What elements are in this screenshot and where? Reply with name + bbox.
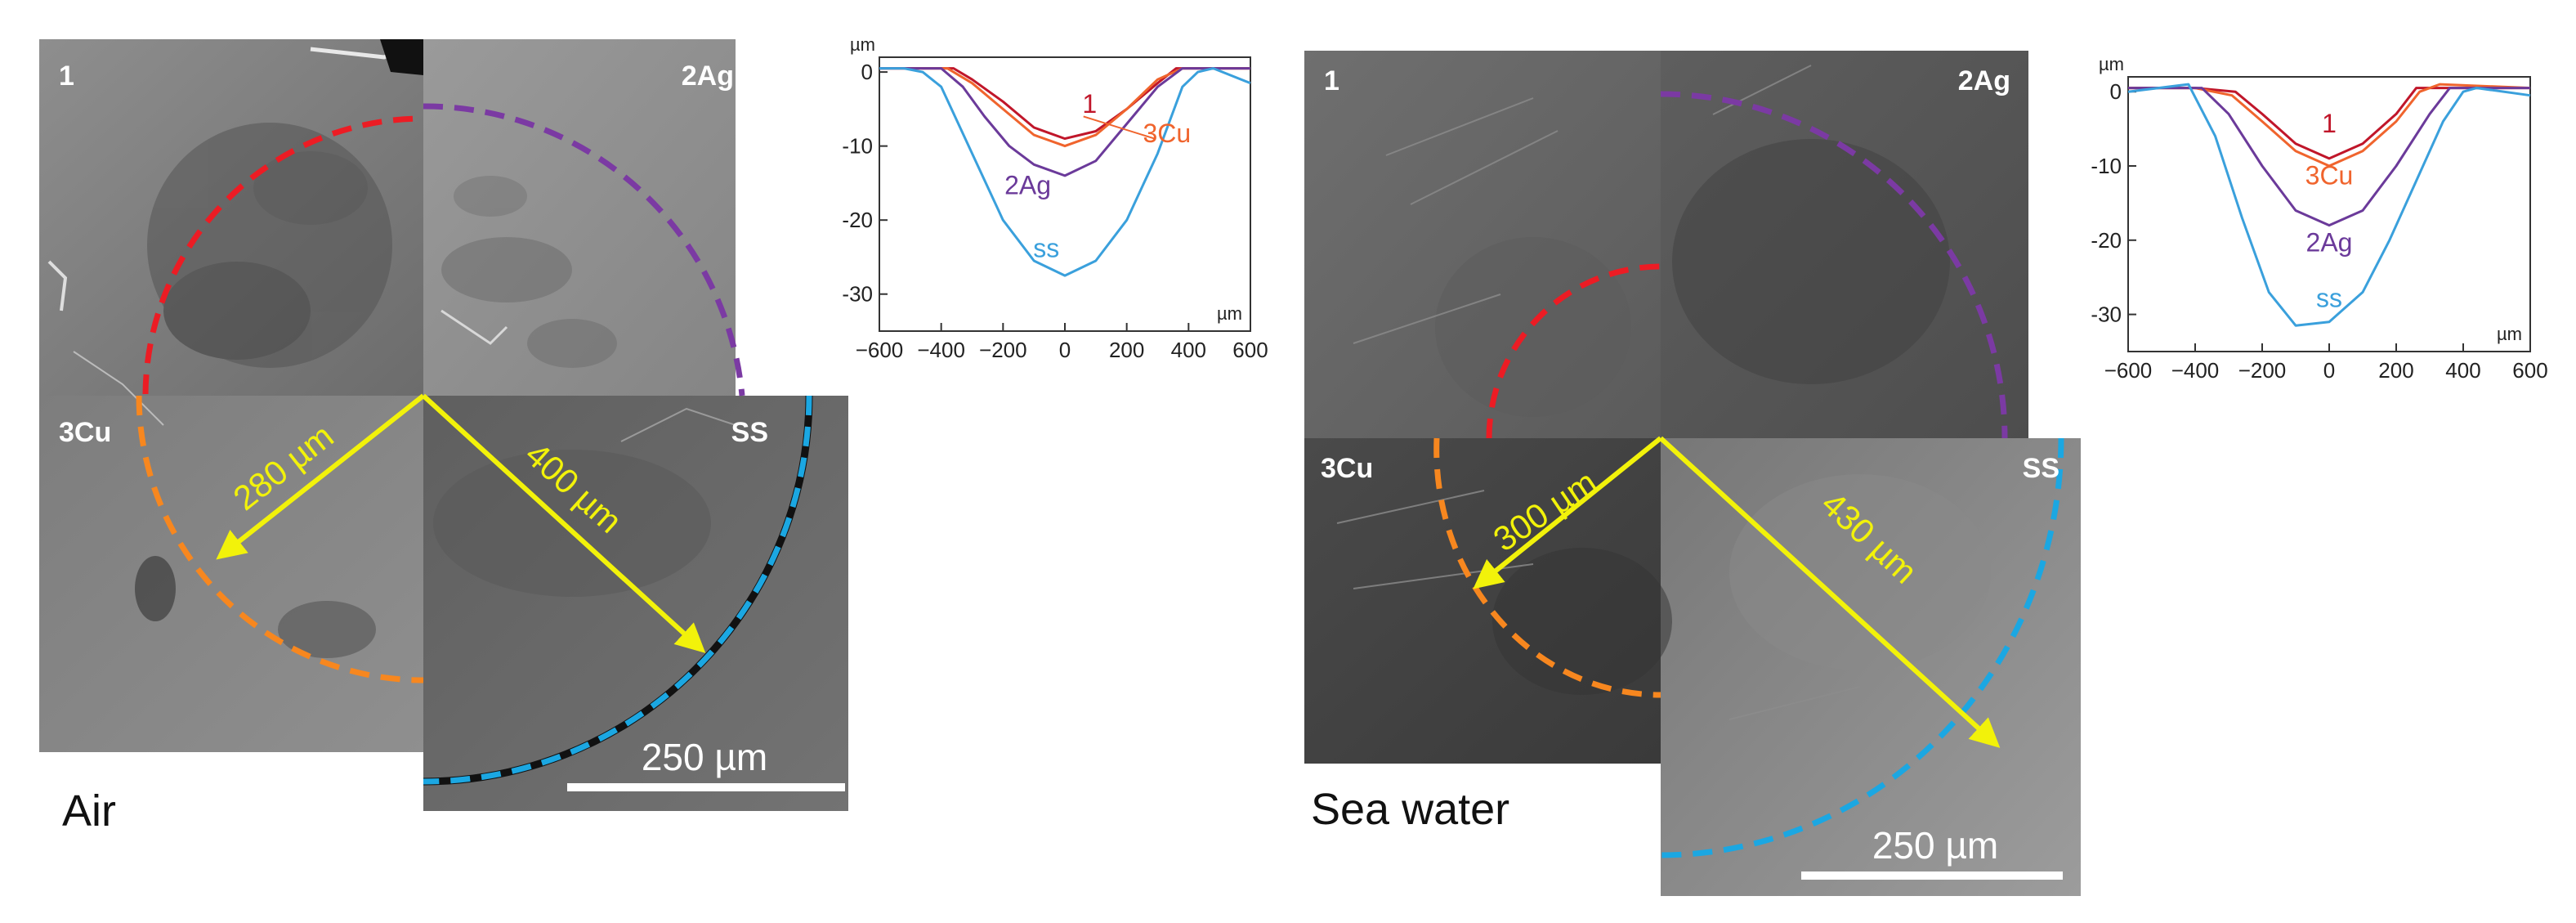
condition-label: Air — [62, 786, 116, 836]
series-line-2ag — [2128, 87, 2530, 227]
boundary-1-red — [1486, 263, 1661, 439]
series-label-ss: ss — [2316, 284, 2342, 313]
y-axis-label: µm — [2099, 54, 2124, 74]
x-axis-label: µm — [2497, 324, 2522, 344]
panel-air: 280 µm 400 µm 1 2Ag 3Cu SS 250 µm Air 0 -… — [39, 34, 1268, 836]
series-label-2ag: 2Ag — [1004, 171, 1051, 200]
quadrant-label-2ag: 2Ag — [682, 60, 734, 92]
x-tick-label: 0 — [2323, 358, 2335, 383]
leader-line — [1083, 115, 1156, 140]
series-line-3cu — [2128, 83, 2531, 168]
x-tick-label: 600 — [2512, 358, 2547, 383]
panel-sea-water: 300 µm 430 µm 1 2Ag 3Cu SS 250 µm Sea wa… — [1288, 0, 2576, 923]
scale-bar — [567, 783, 845, 791]
panel-sea-svg: 300 µm 430 µm 1 2Ag 3Cu SS 250 µm Sea wa… — [1304, 51, 2548, 896]
wear-scar-texture — [135, 123, 711, 658]
series-label-ss: ss — [1033, 233, 1059, 262]
series-line-ss — [879, 67, 1251, 277]
quadrant-label-1: 1 — [1324, 65, 1339, 96]
boundary-ss-blue — [1660, 437, 2064, 858]
series-label-2ag: 2Ag — [2306, 227, 2353, 257]
boundary-ss-blue — [423, 395, 812, 785]
radius-arrow-long — [421, 393, 706, 653]
wear-scar-texture — [1435, 139, 1991, 695]
boundary-1-red — [142, 115, 424, 395]
boundary-3cu-orange — [1433, 437, 1661, 698]
panel-air-svg: 280 µm 400 µm 1 2Ag 3Cu SS 250 µm Air 0 -… — [39, 34, 1268, 836]
quadrant-label-ss: SS — [731, 417, 768, 448]
depth-profile-chart: 0 -10 -20 -30 −600 −400 −200 0 200 400 600 µm µm 1 3Cu… — [2091, 54, 2547, 383]
micrograph-air: 280 µm 400 µm 1 2Ag 3Cu SS 250 µm — [39, 39, 848, 811]
y-axis-label: µm — [850, 34, 875, 55]
depth-profile-chart: 0 -10 -20 -30 −600 −400 −200 0 200 400 600 µm µm 1 3Cu… — [842, 34, 1268, 362]
quadrant-label-ss: SS — [2023, 453, 2059, 484]
boundary-2ag-purple — [423, 103, 745, 397]
x-axis-label: µm — [1217, 303, 1242, 324]
series-line-2ag — [879, 67, 1250, 177]
x-tick-label: −600 — [856, 338, 904, 362]
debris-marks — [47, 39, 736, 442]
radius-arrow-short — [216, 393, 425, 560]
x-tick-label: −400 — [917, 338, 965, 362]
series-line-ss — [2127, 83, 2531, 327]
y-tick-label: -10 — [2091, 154, 2122, 178]
series-line-1 — [2128, 87, 2530, 160]
series-label-1: 1 — [2322, 109, 2337, 138]
series-label-1: 1 — [1082, 89, 1097, 119]
scale-bar-label: 250 µm — [1872, 824, 1998, 867]
radius-arrow-long — [1658, 436, 2001, 748]
plot-frame — [2127, 76, 2531, 352]
x-tick-label: 0 — [1059, 338, 1071, 362]
quadrant-label-3cu: 3Cu — [59, 417, 111, 448]
series-line-1 — [879, 67, 1250, 141]
x-tick-label: −600 — [2104, 358, 2153, 383]
quadrant-label-1: 1 — [59, 60, 74, 92]
x-tick-label: 200 — [2378, 358, 2413, 383]
x-tick-label: 600 — [1232, 338, 1268, 362]
x-tick-label: 400 — [2445, 358, 2480, 383]
y-tick-label: -20 — [2091, 228, 2122, 253]
scratch-marks — [1336, 65, 1861, 720]
scale-bar-label: 250 µm — [642, 736, 767, 778]
plot-frame — [879, 56, 1251, 332]
boundary-2ag-purple — [1660, 91, 2008, 439]
series-label-3cu: 3Cu — [1143, 119, 1191, 148]
x-tick-label: −400 — [2171, 358, 2220, 383]
boundary-3cu-orange — [136, 395, 424, 683]
y-tick-label: -30 — [842, 282, 873, 307]
quadrant-label-2ag: 2Ag — [1958, 65, 2010, 96]
condition-label: Sea water — [1311, 785, 1509, 834]
radius-arrow-short — [1473, 436, 1662, 589]
y-tick-label: 0 — [2110, 79, 2122, 104]
x-tick-label: 400 — [1171, 338, 1206, 362]
x-tick-label: −200 — [979, 338, 1027, 362]
series-label-3cu: 3Cu — [2305, 161, 2354, 190]
y-tick-label: 0 — [861, 60, 873, 84]
micrograph-sea-water: 300 µm 430 µm 1 2Ag 3Cu SS 250 µm — [1304, 51, 2081, 896]
scale-bar — [1801, 871, 2063, 880]
y-tick-label: -10 — [842, 134, 873, 159]
quadrant-label-3cu: 3Cu — [1321, 453, 1373, 484]
x-tick-label: −200 — [2238, 358, 2287, 383]
quadrant-3cu-image — [39, 396, 423, 752]
y-tick-label: -30 — [2091, 302, 2122, 327]
y-tick-label: -20 — [842, 208, 873, 232]
x-tick-label: 200 — [1109, 338, 1144, 362]
